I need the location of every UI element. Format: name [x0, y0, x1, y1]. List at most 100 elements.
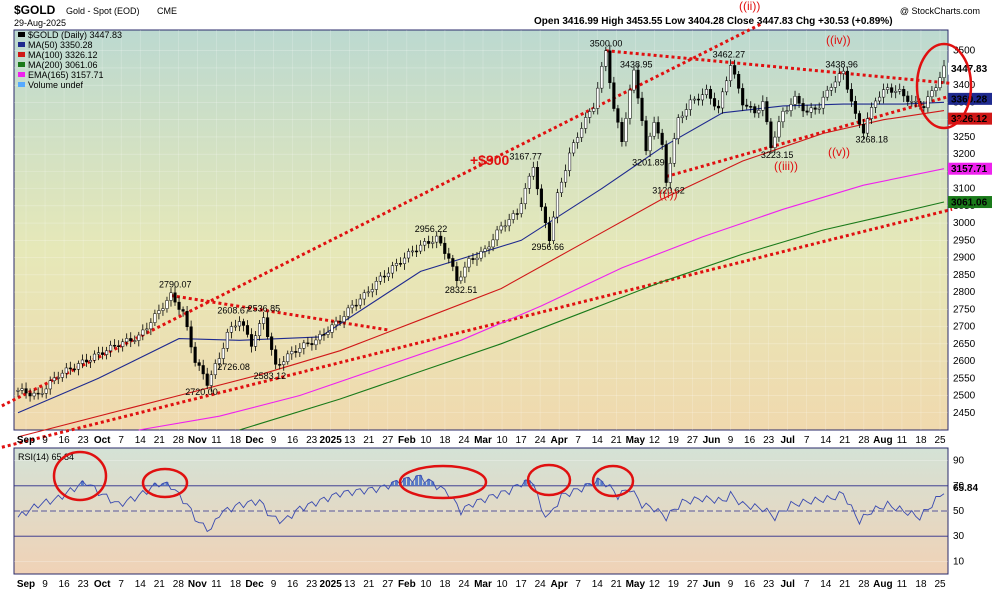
price-bar	[435, 235, 439, 243]
x-tick-label: Oct	[94, 579, 111, 590]
x-tick-label: 23	[78, 435, 90, 446]
price-bar	[32, 392, 36, 397]
rsi-grid	[14, 460, 948, 562]
price-bar	[878, 96, 882, 102]
price-bar	[76, 363, 80, 370]
price-bar	[773, 136, 777, 148]
price-bar	[636, 69, 640, 99]
price-bar	[612, 82, 616, 109]
price-bar	[314, 339, 318, 346]
price-bar	[189, 326, 193, 348]
price-bar	[197, 362, 201, 366]
price-bar	[100, 352, 105, 355]
x-tick-label: 9	[42, 579, 48, 590]
x-tick-label: 17	[516, 579, 528, 590]
x-tick-label: 28	[173, 435, 185, 446]
price-bar	[326, 332, 330, 335]
x-tick-label: Jul	[780, 435, 795, 446]
price-bar	[592, 108, 596, 112]
price-bar	[825, 89, 829, 98]
price-bar	[479, 251, 483, 259]
price-bar	[153, 313, 157, 323]
price-bar	[725, 80, 729, 93]
x-tick-label: 27	[687, 435, 699, 446]
price-bar	[499, 225, 503, 231]
price-bar	[604, 50, 608, 67]
price-bar	[660, 132, 664, 145]
x-tick-label: 16	[287, 435, 299, 446]
y-tick-label: 2450	[953, 408, 976, 419]
trendlines	[1, 21, 953, 449]
rsi-label: RSI(14) 65.84	[18, 452, 74, 462]
price-bar	[390, 265, 394, 274]
price-bar	[342, 316, 346, 323]
price-bar	[733, 65, 737, 75]
price-bar	[845, 70, 849, 90]
price-bar	[173, 292, 177, 303]
price-bar	[922, 106, 926, 109]
price-bar	[117, 345, 121, 347]
price-bar	[511, 213, 515, 220]
x-tick-label: Mar	[474, 579, 492, 590]
x-tick-label: 9	[271, 435, 277, 446]
price-point-label: 2832.51	[445, 285, 478, 295]
legend-entry: $GOLD (Daily) 3447.83	[28, 30, 122, 40]
y-tick-label: 2800	[953, 287, 976, 298]
price-bar	[793, 96, 797, 105]
price-panel	[13, 29, 949, 431]
price-bar	[672, 138, 676, 164]
price-bar	[24, 388, 28, 394]
y-tick-label: 2750	[953, 304, 976, 315]
legend-swatch	[18, 72, 25, 77]
x-tick-label: 24	[535, 579, 547, 590]
price-bar	[491, 239, 495, 248]
x-tick-label: 21	[363, 435, 375, 446]
price-bar	[652, 122, 656, 137]
x-tick-label: Dec	[245, 579, 264, 590]
price-bar	[443, 242, 447, 254]
price-bar	[757, 110, 761, 114]
price-bar	[109, 344, 113, 352]
price-bar	[628, 89, 632, 119]
price-bar	[749, 106, 753, 108]
price-bar	[374, 281, 378, 290]
price-bar	[551, 216, 556, 241]
series-line	[138, 168, 945, 431]
price-bar	[475, 257, 479, 260]
price-bar	[531, 167, 535, 177]
price-bar	[105, 350, 109, 355]
price-bar	[149, 322, 153, 330]
price-bar	[137, 334, 141, 341]
price-bar	[459, 276, 463, 281]
price-bar	[584, 117, 588, 129]
x-tick-label: Sep	[17, 435, 35, 446]
price-bar	[282, 361, 286, 365]
price-bar	[853, 101, 857, 114]
price-bar	[890, 87, 894, 93]
price-bar	[36, 392, 40, 395]
price-bar	[704, 89, 709, 95]
price-bar	[161, 308, 165, 311]
x-tick-label: Mar	[474, 435, 492, 446]
price-bar	[467, 258, 471, 268]
x-tick-label: 2025	[320, 435, 343, 446]
price-bar	[942, 65, 946, 78]
price-bar	[129, 338, 133, 342]
y-tick-label: 2850	[953, 270, 976, 281]
price-bar	[471, 258, 475, 260]
x-tick-label: 28	[858, 579, 870, 590]
price-bar	[568, 152, 572, 171]
price-bar	[543, 206, 547, 223]
price-bar	[40, 393, 44, 395]
price-bar	[515, 213, 519, 215]
price-bar	[640, 97, 644, 121]
chart-description: Gold - Spot (EOD)	[66, 6, 140, 16]
price-bar	[370, 289, 374, 293]
rsi-circle	[591, 464, 635, 498]
x-tick-label: 7	[575, 579, 581, 590]
price-bar	[753, 106, 757, 114]
y-tick-label: 2500	[953, 391, 976, 402]
x-tick-label: 14	[135, 435, 147, 446]
x-tick-label: 7	[118, 435, 124, 446]
